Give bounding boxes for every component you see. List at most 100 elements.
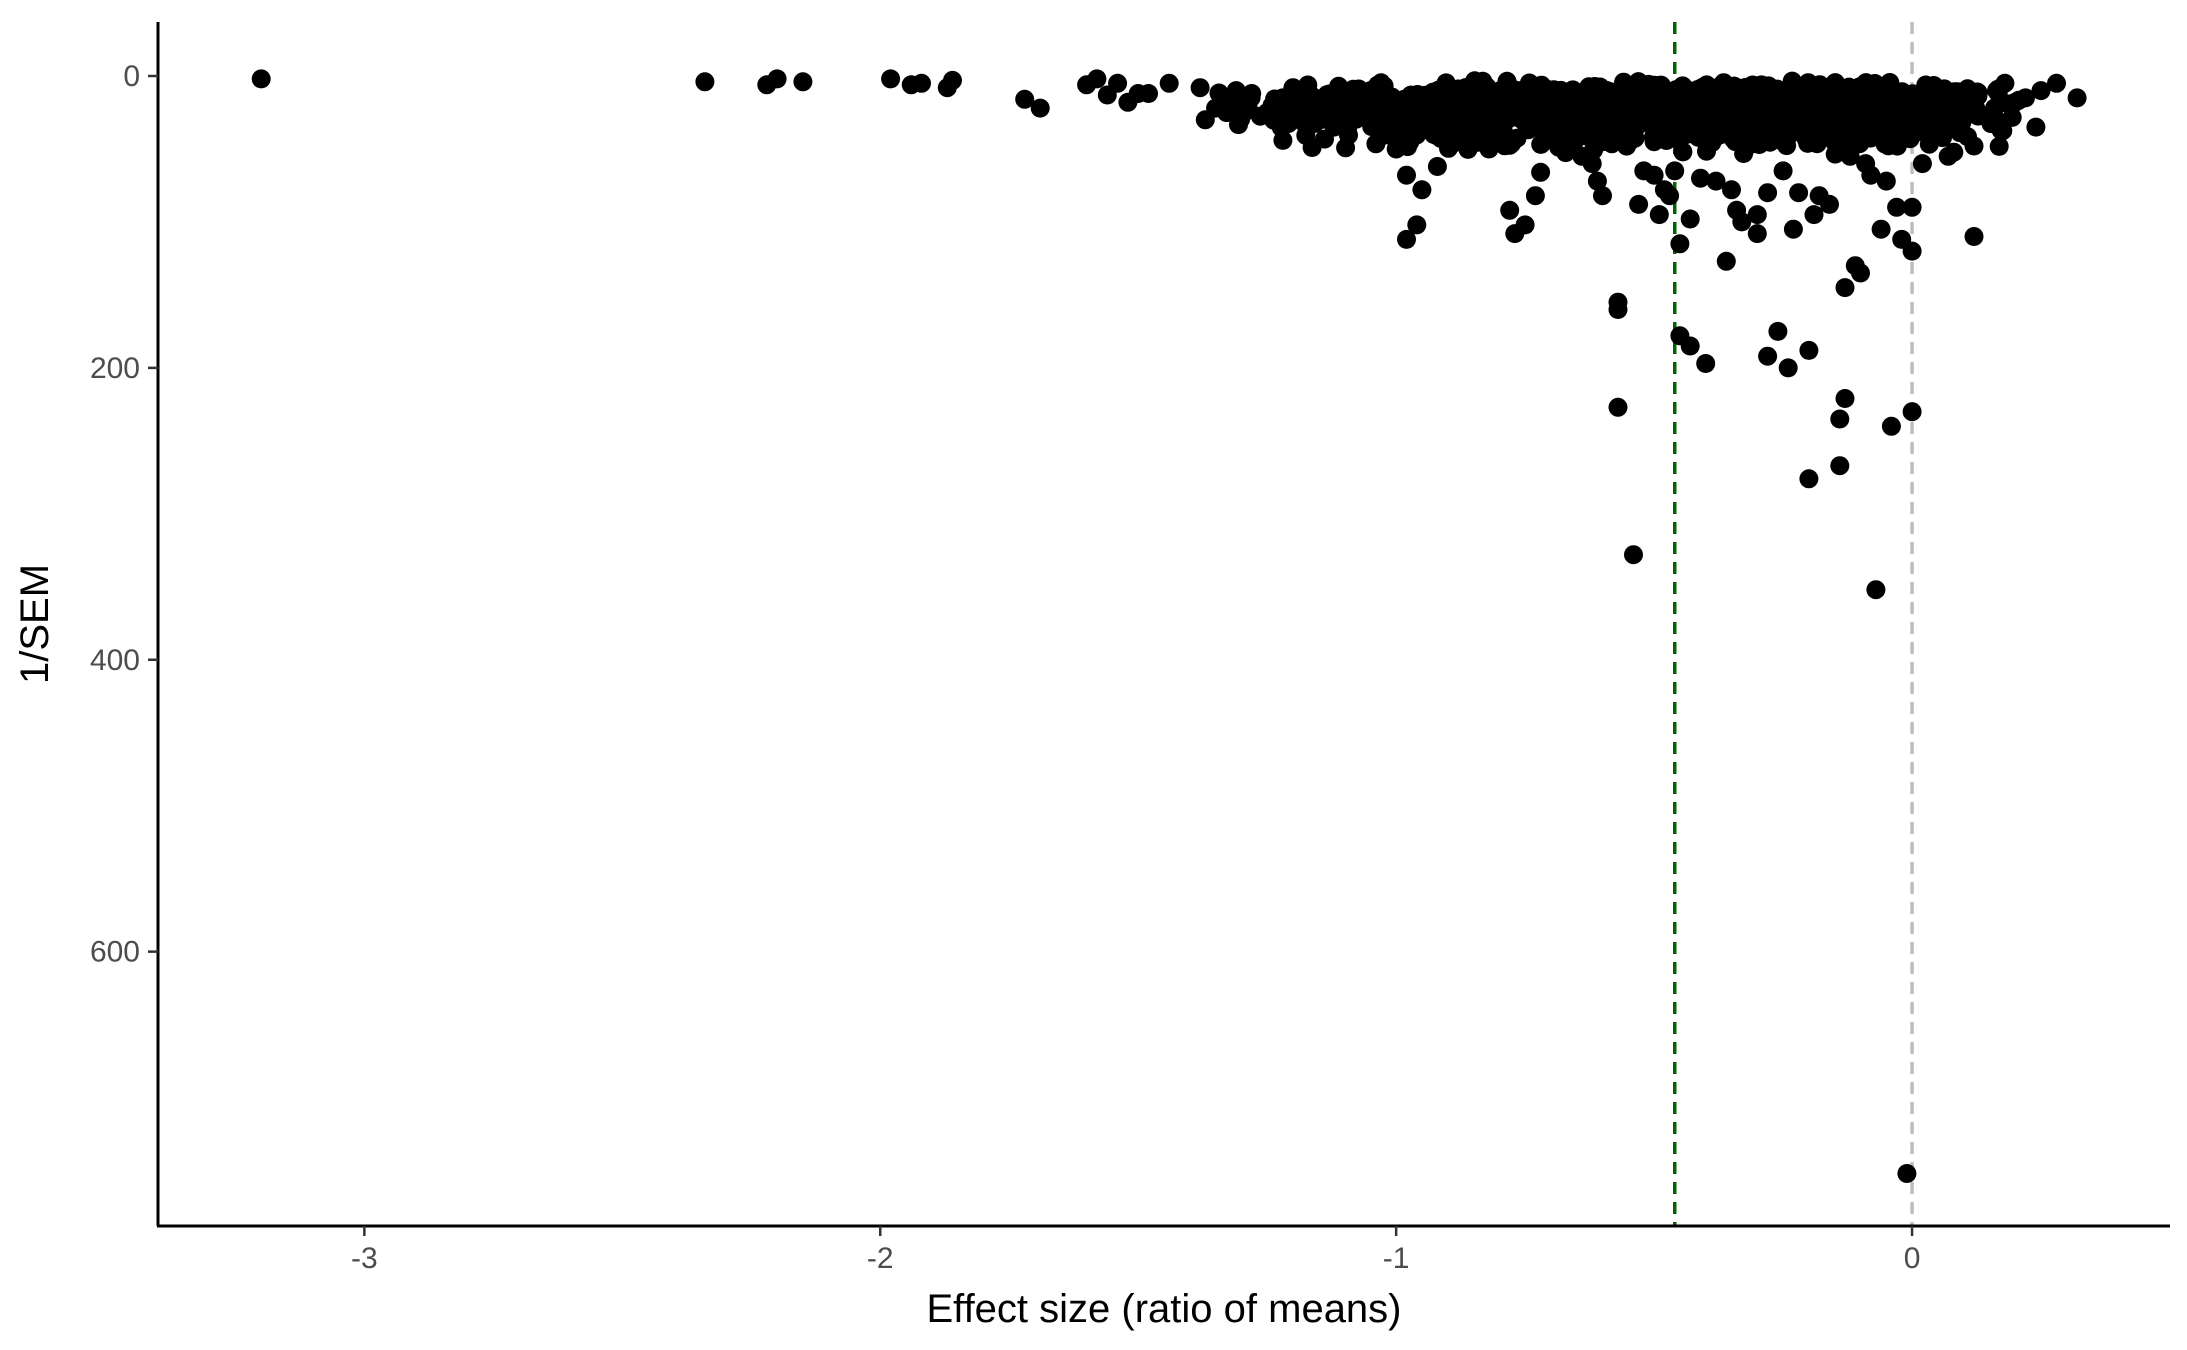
data-point-11: [1030, 98, 1050, 118]
data-point-140: [1799, 107, 1819, 127]
data-point-95: [1835, 278, 1855, 298]
data-point-101: [1866, 580, 1886, 600]
data-point-38: [1427, 157, 1447, 176]
data-point-127: [1618, 117, 1638, 137]
data-point-cloud-1033: [1479, 93, 1499, 113]
data-point-135: [1876, 117, 1896, 137]
data-point-cloud-1038: [1456, 78, 1476, 98]
data-point-cloud-1069: [1737, 136, 1757, 156]
data-point-cloud-1010: [1887, 136, 1907, 156]
data-point-28: [1283, 78, 1303, 98]
data-point-60: [1629, 194, 1649, 214]
data-point-124: [1938, 146, 1958, 166]
data-point-79: [1747, 205, 1767, 225]
data-point-cloud-1008: [1856, 73, 1876, 93]
data-point-51: [1562, 132, 1582, 152]
data-point-cloud-1071: [1882, 88, 1902, 108]
data-point-9: [943, 70, 962, 90]
data-point-25: [1242, 84, 1262, 103]
data-point-120: [2016, 88, 2035, 108]
x-tick-label-2: -1: [1383, 1242, 1410, 1275]
data-point-cloud-824: [1235, 102, 1255, 122]
data-point-cloud-1095: [1601, 105, 1620, 125]
data-point-1: [695, 72, 715, 92]
data-point-125: [2026, 117, 2046, 137]
data-point-57: [1608, 300, 1628, 319]
x-axis-ticks: -3 -2 -1 0: [351, 1226, 1920, 1275]
data-point-50: [1551, 95, 1571, 115]
data-point-132: [1360, 81, 1380, 101]
data-point-117: [1979, 107, 1999, 127]
data-point-122: [2047, 73, 2066, 93]
x-axis-title: Effect size (ratio of means): [927, 1287, 1402, 1331]
data-point-89: [1804, 205, 1824, 225]
data-point-144: [1644, 132, 1664, 152]
y-axis-title: 1/SEM: [13, 564, 57, 684]
data-point-35: [1397, 165, 1416, 185]
y-tick-label-2: 400: [90, 644, 140, 677]
data-point-126: [1722, 124, 1741, 144]
data-point-39: [1397, 229, 1416, 249]
data-point-cloud-1052: [1897, 117, 1917, 137]
data-point-cloud-480: [1366, 134, 1386, 154]
data-point-49: [1541, 117, 1561, 137]
data-point-110: [1902, 197, 1922, 217]
data-point-133: [1773, 132, 1793, 152]
data-point-19: [1159, 73, 1179, 93]
data-point-141: [1851, 98, 1870, 118]
data-point-cloud-1092: [1989, 136, 2009, 156]
data-point-72: [1696, 354, 1716, 373]
data-point-91: [1820, 194, 1839, 214]
data-point-cloud-1049: [1613, 85, 1633, 105]
data-point-cloud-412: [1919, 134, 1939, 154]
data-point-18: [1139, 84, 1158, 103]
data-point-cloud-614: [1273, 130, 1293, 150]
data-point-115: [1964, 136, 1984, 156]
data-point-73: [1706, 171, 1726, 191]
axes: [156, 22, 2170, 1228]
data-point-102: [1871, 219, 1891, 239]
data-point-cloud-1091: [1819, 84, 1839, 104]
x-tick-label-0: -3: [351, 1242, 378, 1275]
x-tick-label-1: -2: [867, 1242, 894, 1275]
data-point-77: [1732, 212, 1752, 232]
data-point-114: [1954, 84, 1974, 103]
data-point-cloud-1074: [1722, 90, 1742, 110]
data-point-cloud-568: [2002, 107, 2022, 127]
data-point-63: [1649, 205, 1669, 225]
data-point-cloud-1085: [1642, 110, 1662, 130]
data-point-118: [1995, 73, 2015, 93]
data-point-53: [1582, 154, 1602, 174]
data-point-70: [1680, 336, 1700, 356]
data-point-74: [1716, 251, 1736, 271]
data-point-cloud-1097: [1372, 111, 1392, 131]
data-point-4: [793, 72, 813, 92]
data-point-cloud-728: [1825, 144, 1845, 164]
data-point-cloud-1037: [1702, 133, 1722, 153]
data-point-65: [1660, 186, 1680, 206]
data-point-15: [1108, 73, 1128, 93]
data-point-85: [1783, 219, 1803, 239]
data-point-66: [1665, 161, 1685, 181]
data-point-78: [1747, 224, 1767, 244]
data-point-134: [1825, 124, 1845, 144]
data-point-44: [1500, 200, 1520, 220]
data-point-32: [1335, 88, 1355, 108]
data-point-cloud-744: [1966, 98, 1986, 118]
data-point-123: [2067, 88, 2087, 108]
data-point-cloud-1088: [1856, 125, 1876, 145]
data-point-108: [1902, 402, 1922, 422]
data-point-143: [1670, 84, 1690, 103]
data-point-59: [1624, 545, 1643, 565]
data-point-24: [1226, 81, 1246, 101]
data-point-105: [1887, 197, 1907, 217]
data-point-86: [1789, 183, 1809, 203]
data-point-111: [1912, 154, 1932, 174]
data-point-7: [912, 73, 931, 93]
data-point-94: [1835, 389, 1855, 408]
data-point-46: [1515, 215, 1535, 235]
data-point-98: [1851, 263, 1870, 283]
data-point-96: [1840, 146, 1860, 166]
data-point-128: [1567, 110, 1587, 130]
data-point-107: [1897, 1164, 1917, 1183]
